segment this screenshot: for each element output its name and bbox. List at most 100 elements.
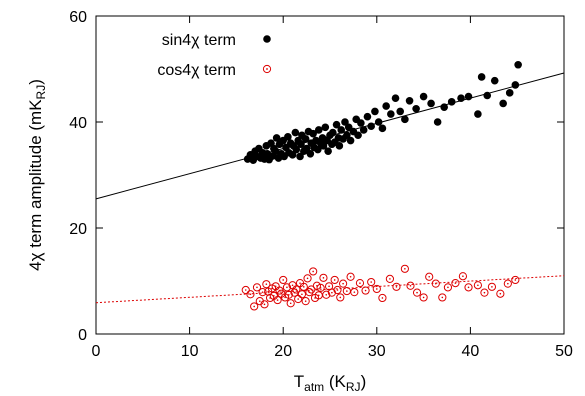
point-cos bbox=[406, 281, 415, 290]
point-cos bbox=[372, 284, 381, 294]
point-sin bbox=[371, 107, 379, 116]
point-cos bbox=[367, 277, 376, 287]
point-sin bbox=[341, 118, 349, 126]
point-cos bbox=[260, 300, 269, 309]
point-sin bbox=[374, 118, 383, 126]
legend: sin4χ term cos4χ term bbox=[157, 32, 272, 79]
point-sin bbox=[296, 152, 304, 161]
point-sin bbox=[284, 133, 292, 141]
point-sin bbox=[396, 107, 405, 116]
point-sin bbox=[499, 99, 507, 108]
point-cos bbox=[339, 279, 348, 288]
point-sin bbox=[505, 89, 514, 97]
point-cos bbox=[350, 288, 359, 297]
point-sin bbox=[297, 140, 305, 149]
point-cos bbox=[355, 279, 365, 288]
point-sin bbox=[343, 131, 351, 140]
point-cos bbox=[361, 286, 370, 295]
point-sin bbox=[335, 142, 344, 150]
point-cos bbox=[303, 274, 312, 283]
x-tick-label: 50 bbox=[555, 343, 573, 360]
point-cos bbox=[297, 290, 307, 299]
point-sin bbox=[314, 145, 322, 154]
point-sin bbox=[291, 128, 300, 137]
point-cos bbox=[241, 285, 250, 295]
data-points bbox=[241, 60, 522, 311]
point-cos bbox=[438, 293, 447, 302]
point-sin bbox=[483, 91, 492, 100]
point-sin bbox=[464, 92, 473, 101]
point-sin bbox=[387, 110, 395, 118]
plot-frame bbox=[95, 15, 565, 335]
point-cos bbox=[458, 272, 468, 281]
point-cos bbox=[392, 282, 401, 291]
point-cos bbox=[309, 267, 318, 276]
point-sin bbox=[309, 129, 317, 138]
point-cos bbox=[279, 275, 288, 285]
point-sin bbox=[332, 120, 341, 129]
point-cos bbox=[346, 272, 355, 281]
point-cos bbox=[250, 302, 259, 311]
point-cos bbox=[246, 290, 255, 299]
point-sin bbox=[433, 118, 442, 126]
point-sin bbox=[324, 147, 332, 155]
y-axis-label: 4χ term amplitude (mKRJ) bbox=[26, 79, 48, 271]
point-sin bbox=[359, 126, 368, 134]
legend-marker-sin bbox=[263, 35, 271, 43]
point-sin bbox=[405, 97, 414, 105]
point-sin bbox=[427, 99, 435, 108]
legend-label-sin: sin4χ term bbox=[162, 32, 236, 49]
point-sin bbox=[306, 150, 315, 158]
point-sin bbox=[514, 60, 522, 69]
x-tick-label: 10 bbox=[181, 343, 199, 360]
point-cos bbox=[316, 283, 325, 292]
point-sin bbox=[337, 126, 346, 134]
point-cos bbox=[473, 281, 482, 290]
axis-ticks: 0 10 20 30 40 50 0 20 40 60 bbox=[69, 9, 573, 360]
point-cos bbox=[294, 294, 303, 304]
point-sin bbox=[401, 115, 409, 124]
point-cos bbox=[262, 280, 271, 289]
point-cos bbox=[487, 282, 497, 291]
point-cos bbox=[319, 273, 328, 282]
point-sin bbox=[363, 112, 372, 121]
point-cos bbox=[385, 274, 395, 283]
point-cos bbox=[282, 283, 292, 292]
point-cos bbox=[252, 283, 262, 292]
point-sin bbox=[382, 102, 390, 110]
fit-lines bbox=[95, 72, 565, 304]
point-cos bbox=[273, 295, 282, 305]
point-cos bbox=[284, 290, 293, 299]
point-sin bbox=[367, 122, 375, 131]
point-cos bbox=[286, 299, 295, 308]
point-sin bbox=[292, 145, 301, 154]
point-sin bbox=[511, 81, 520, 89]
y-tick-label: 60 bbox=[69, 9, 87, 26]
point-cos bbox=[342, 286, 351, 296]
point-cos bbox=[292, 285, 301, 294]
point-cos bbox=[431, 279, 440, 288]
point-sin bbox=[329, 128, 337, 137]
point-cos bbox=[378, 293, 387, 303]
point-cos bbox=[258, 288, 267, 297]
point-cos bbox=[451, 279, 460, 288]
x-tick-label: 40 bbox=[462, 343, 480, 360]
point-cos bbox=[400, 264, 409, 273]
point-sin bbox=[412, 104, 420, 113]
x-tick-label: 30 bbox=[368, 343, 386, 360]
x-axis-label: Tatm (KRJ) bbox=[294, 372, 366, 394]
point-cos bbox=[336, 293, 345, 302]
point-cos bbox=[412, 288, 422, 297]
point-sin bbox=[490, 76, 499, 85]
point-sin bbox=[314, 126, 323, 134]
point-sin bbox=[357, 119, 365, 127]
legend-label-cos: cos4χ term bbox=[157, 62, 236, 79]
point-sin bbox=[447, 98, 456, 106]
point-cos bbox=[464, 283, 473, 292]
y-tick-label: 20 bbox=[69, 221, 87, 238]
point-sin bbox=[354, 131, 362, 140]
point-cos bbox=[333, 285, 342, 295]
y-tick-label: 0 bbox=[78, 327, 87, 344]
point-cos bbox=[322, 290, 331, 299]
